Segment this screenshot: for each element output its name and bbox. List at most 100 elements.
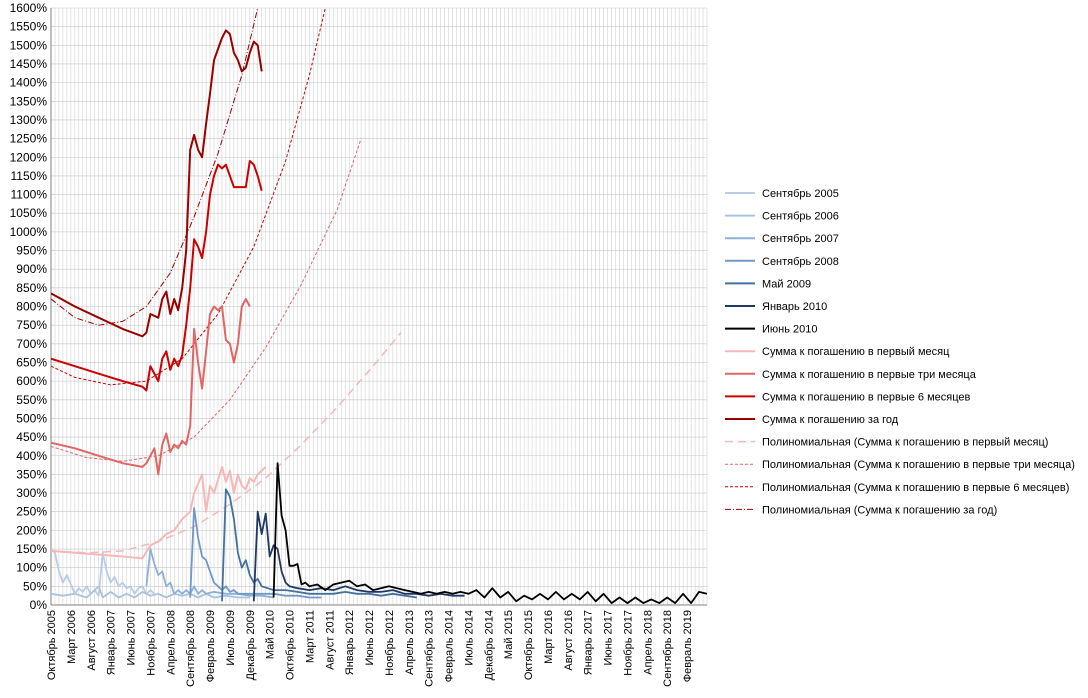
y-tick-label: 750%	[16, 318, 47, 332]
legend-label: Июнь 2010	[762, 324, 818, 336]
y-tick-label: 1350%	[10, 94, 48, 108]
x-tick-label: Август 2011	[324, 610, 336, 670]
legend-label: Май 2009	[762, 278, 811, 290]
x-tick-label: Январь 2017	[583, 610, 595, 675]
trendline	[51, 138, 362, 462]
x-tick-label: Январь 2012	[344, 610, 356, 675]
x-tick-label: Октябрь 2005	[46, 610, 58, 680]
trendline	[51, 8, 326, 386]
y-tick-label: 50%	[23, 579, 47, 593]
x-tick-label: Ноябрь 2007	[145, 610, 157, 676]
x-tick-label: Апрель 2018	[642, 610, 654, 675]
chart-grid	[50, 7, 708, 606]
y-tick-label: 1300%	[10, 113, 48, 127]
trendlines	[51, 8, 402, 554]
trendline	[51, 332, 402, 554]
y-tick-label: 250%	[16, 505, 47, 519]
x-tick-label: Май 2010	[265, 610, 277, 659]
x-tick-label: Август 2016	[563, 610, 575, 671]
series-line	[51, 585, 250, 599]
legend-label: Сумма к погашению в первый месяц	[762, 346, 950, 358]
y-tick-label: 1500%	[10, 38, 48, 52]
x-tick-label: Октябрь 2010	[285, 610, 297, 680]
legend-label: Сумма к погашению в первые 6 месяцев	[762, 391, 971, 403]
y-tick-label: 1400%	[10, 76, 48, 90]
series-line	[189, 507, 322, 599]
series-line	[51, 298, 251, 476]
y-tick-label: 900%	[16, 262, 47, 276]
series-line	[51, 548, 156, 597]
legend-label: Сентябрь 2008	[762, 256, 839, 268]
y-tick-label: 1100%	[11, 188, 48, 202]
y-tick-label: 700%	[16, 337, 47, 351]
y-tick-label: 100%	[16, 561, 47, 575]
y-tick-label: 850%	[16, 281, 47, 295]
y-tick-label: 950%	[16, 244, 47, 258]
legend-label: Полиномиальная (Сумма к погашению в перв…	[762, 459, 1075, 471]
y-tick-label: 0%	[30, 598, 48, 612]
series-line	[51, 160, 263, 392]
x-tick-label: Январь 2007	[106, 610, 118, 675]
y-tick-label: 400%	[16, 449, 47, 463]
y-tick-label: 1200%	[10, 150, 48, 164]
y-tick-label: 1600%	[10, 1, 48, 15]
y-tick-label: 1050%	[10, 206, 48, 220]
legend: Сентябрь 2005 Сентябрь 2006 Сентябрь 2007 С…	[725, 188, 1075, 516]
legend-label: Сентябрь 2005	[762, 188, 839, 200]
y-tick-label: 500%	[16, 411, 47, 425]
series-line	[51, 29, 263, 338]
x-tick-label: Сентябрь 2008	[185, 610, 197, 687]
y-tick-label: 1150%	[11, 169, 48, 183]
x-tick-label: Декабрь 2009	[245, 610, 257, 680]
legend-label: Январь 2010	[762, 301, 827, 313]
series-line	[272, 462, 707, 604]
y-tick-label: 450%	[16, 430, 47, 444]
x-tick-label: Март 2006	[66, 610, 78, 664]
y-tick-label: 550%	[16, 393, 47, 407]
x-tick-label: Ноябрь 2012	[384, 610, 396, 676]
y-tick-label: 1000%	[10, 225, 48, 239]
legend-label: Полиномиальная (Сумма к погашению в перв…	[762, 437, 1048, 449]
x-tick-label: Март 2011	[304, 610, 316, 663]
x-tick-label: Сентябрь 2018	[662, 610, 674, 687]
series-line	[51, 465, 267, 560]
legend-label: Сентябрь 2006	[762, 211, 839, 223]
x-tick-label: Ноябрь 2017	[622, 610, 634, 676]
x-tick-label: Февраль 2019	[682, 610, 694, 682]
x-tick-label: Июль 2014	[463, 610, 475, 666]
legend-label: Полиномиальная (Сумма к погашению в перв…	[762, 482, 1069, 494]
x-tick-label: Декабрь 2014	[483, 610, 495, 680]
y-tick-label: 600%	[16, 374, 47, 388]
legend-label: Сентябрь 2007	[762, 233, 839, 245]
y-tick-label: 800%	[16, 300, 47, 314]
x-tick-label: Май 2015	[503, 610, 515, 659]
y-tick-label: 350%	[16, 467, 47, 481]
x-tick-label: Октябрь 2015	[523, 610, 535, 680]
x-tick-label: Июнь 2007	[126, 610, 138, 666]
y-tick-label: 200%	[16, 523, 47, 537]
y-tick-label: 300%	[16, 486, 47, 500]
x-tick-label: Апрель 2013	[404, 610, 416, 675]
x-tick-label: Март 2016	[543, 610, 555, 664]
series-line	[221, 488, 417, 602]
legend-label: Сумма к погашению за год	[762, 414, 899, 426]
x-tick-label: Февраль 2014	[444, 610, 456, 682]
x-tick-label: Сентябрь 2013	[424, 610, 436, 687]
x-tick-label: Август 2006	[86, 610, 98, 671]
y-tick-label: 1250%	[10, 132, 48, 146]
y-tick-label: 650%	[16, 355, 47, 369]
legend-label: Полиномиальная (Сумма к погашению за год…	[762, 504, 997, 516]
y-tick-label: 150%	[16, 542, 47, 556]
x-tick-label: Июль 2009	[225, 610, 237, 666]
legend-label: Сумма к погашению в первые три месяца	[762, 369, 977, 381]
x-tick-label: Июнь 2012	[364, 610, 376, 666]
x-tick-label: Июнь 2017	[603, 610, 615, 666]
x-tick-label: Апрель 2008	[165, 610, 177, 675]
series-line	[145, 548, 274, 599]
y-tick-label: 1450%	[10, 57, 48, 71]
y-tick-label: 1550%	[10, 20, 48, 34]
x-axis: Октябрь 2005 Март 2006 Август 2006 Январь 2…	[46, 610, 694, 687]
y-axis: 0% 50% 100% 150% 200% 250% 300% 350% 400% 450% 500…	[10, 1, 48, 612]
x-tick-label: Февраль 2009	[205, 610, 217, 682]
